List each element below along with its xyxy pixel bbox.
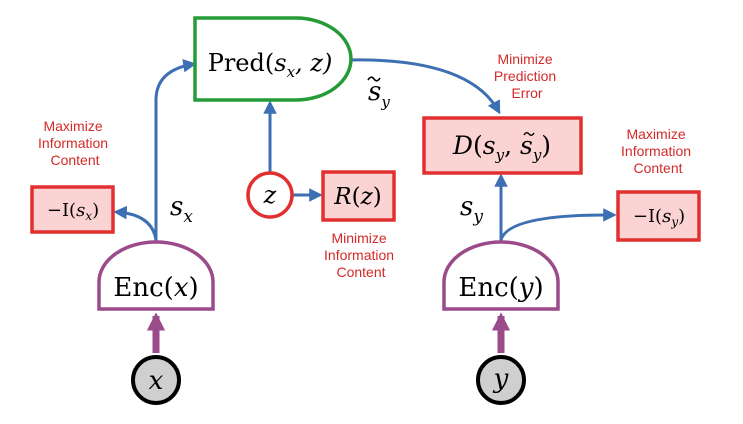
info-y-label: −I(sy) <box>633 206 685 229</box>
encoder-x-label: Enc(x) <box>113 273 198 303</box>
energy-label: D(sy, sy) <box>452 131 551 164</box>
rep-y-label: sy <box>460 192 483 227</box>
sx-to-predictor-arrow <box>154 59 197 242</box>
latent-z-label: z <box>263 181 277 209</box>
input-y-node <box>476 355 526 405</box>
encoder-y-block <box>442 240 560 311</box>
note-min-info: Minimize Information Content <box>324 230 398 280</box>
sx-to-info-x-arrow <box>113 205 158 241</box>
regularizer-box <box>321 170 396 222</box>
note-max-info-right: Maximize Information Content <box>621 126 695 176</box>
energy-box <box>422 116 583 175</box>
predictor-to-energy-arrow <box>349 58 501 115</box>
predictor-label: Pred(sx, z) <box>208 49 333 81</box>
tilde-mark <box>367 76 381 82</box>
latent-z-node <box>246 171 294 219</box>
info-x-box <box>30 185 115 234</box>
energy-tilde-mark <box>523 132 535 136</box>
regularizer-label: R(z) <box>333 184 381 210</box>
encoder-x-block <box>97 240 215 311</box>
predicted-representation-label: sy <box>368 77 390 111</box>
input-y-label: y <box>493 364 509 394</box>
input-x-node <box>131 355 181 405</box>
note-min-pred-error: Minimize Prediction Error <box>494 51 560 101</box>
note-max-info-left: Maximize Information Content <box>38 118 112 168</box>
sy-to-info-y-arrow <box>499 208 617 241</box>
rep-x-label: sx <box>170 192 193 227</box>
input-x-label: x <box>149 366 164 396</box>
predictor-block <box>193 16 353 102</box>
encoder-y-label: Enc(y) <box>458 273 543 303</box>
info-y-box <box>616 190 701 242</box>
info-x-label: −I(sx) <box>47 200 99 223</box>
